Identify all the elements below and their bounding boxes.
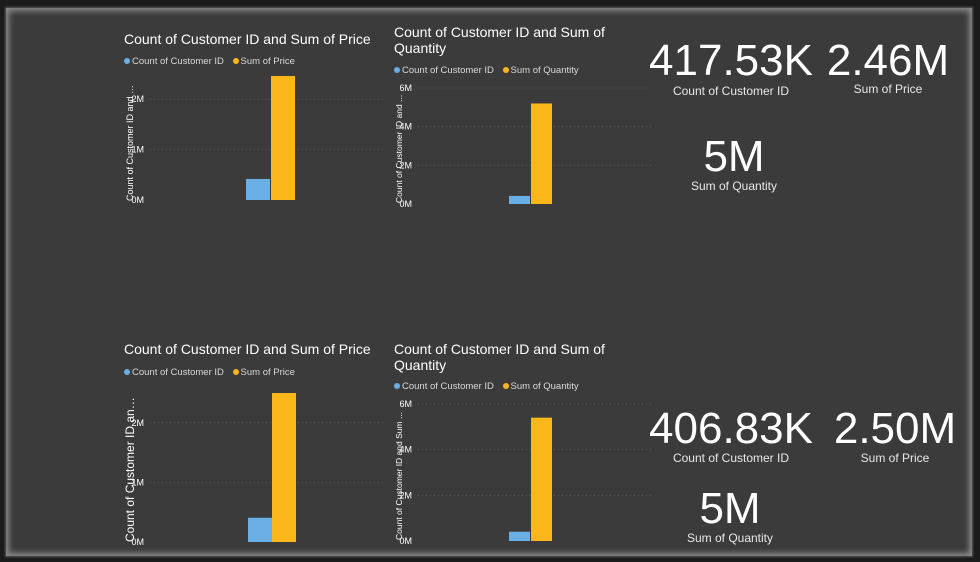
bar-sum [271,76,295,200]
bar-sum [272,393,296,542]
plot-area: 0M 2M 4M 6M [399,399,654,546]
legend-dot-count [124,369,130,375]
legend-dot-sum [232,369,239,375]
card-count-customer-id-label-top: Count of Customer ID [672,84,790,98]
chart-title: Count of Customer ID and Sum of Quantity [394,341,605,373]
plot-area: 0M 1M 2M [131,76,386,205]
legend-item-count[interactable]: Count of Customer ID [124,367,224,378]
legend-item-sum[interactable]: Sum of Price [232,56,295,67]
y-tick-label: 0M [131,537,144,547]
chart-legend[interactable]: Count of Customer ID Sum of Quantity [394,65,585,76]
chart-legend[interactable]: Count of Customer ID Sum of Price [124,56,301,67]
legend-label: Sum of Quantity [510,65,579,76]
legend-label: Sum of Quantity [510,381,579,392]
legend-label: Count of Customer ID [402,381,494,392]
card-sum-price-label-bottom: Sum of Price [860,451,930,465]
card-count-customer-id-label-bottom: Count of Customer ID [672,451,790,465]
bar-count-customer-id [246,178,270,200]
bar-count-customer-id [248,517,272,542]
card-sum-price-top[interactable]: 2.46M [826,36,950,85]
card-sum-price-label-top: Sum of Price [853,82,923,96]
legend-dot-sum [502,383,509,389]
y-tick-label: 2M [399,160,412,170]
y-tick-label: 6M [399,399,412,409]
legend-dot-sum [502,67,509,73]
bar-count-customer-id [509,195,530,204]
legend-item-count[interactable]: Count of Customer ID [124,56,224,67]
y-tick-label: 1M [131,477,144,487]
legend-label: Count of Customer ID [402,65,494,76]
y-tick-label: 0M [131,195,144,205]
legend-dot-sum [232,58,239,64]
card-sum-quantity-top[interactable]: 5M [703,132,765,181]
legend-label: Sum of Price [240,56,295,67]
card-count-customer-id-top[interactable]: 417.53K [649,36,813,85]
clustered-bar-chart-quantity-top[interactable]: Count of Customer ID and Sum of Quantity… [386,8,654,209]
chart-title: Count of Customer ID and Sum of Price [124,341,371,357]
card-sum-quantity-label-top: Sum of Quantity [690,179,778,193]
report-canvas: Count of Customer ID and Sum of Price Co… [6,8,972,556]
y-tick-label: 2M [131,418,144,428]
y-tick-label: 2M [131,94,144,104]
legend-item-count[interactable]: Count of Customer ID [394,381,494,392]
legend-label: Count of Customer ID [132,367,224,378]
y-tick-label: 6M [399,83,412,93]
card-count-customer-id-bottom[interactable]: 406.83K [649,404,813,453]
clustered-bar-chart-price-top[interactable]: Count of Customer ID and Sum of Price Co… [6,8,386,208]
bar-sum [531,417,552,541]
card-sum-price-bottom[interactable]: 2.50M [833,404,957,453]
legend-dot-count [394,67,400,73]
bar-count-customer-id [509,531,530,541]
legend-item-sum[interactable]: Sum of Quantity [502,381,579,392]
legend-label: Sum of Price [240,367,295,378]
chart-title: Count of Customer ID and Sum of Quantity [394,24,605,56]
plot-area: 0M 1M 2M [131,393,386,547]
legend-item-count[interactable]: Count of Customer ID [394,65,494,76]
card-sum-quantity-bottom[interactable]: 5M [699,484,761,533]
legend-dot-count [394,383,400,389]
card-sum-quantity-label-bottom: Sum of Quantity [686,531,774,545]
clustered-bar-chart-quantity-bottom[interactable]: Count of Customer ID and Sum of Quantity… [386,328,654,553]
chart-title: Count of Customer ID and Sum of Price [124,31,371,47]
y-tick-label: 2M [399,490,412,500]
y-tick-label: 0M [399,199,412,209]
y-tick-label: 4M [399,445,412,455]
plot-area: 0M 2M 4M 6M [399,83,654,209]
legend-item-sum[interactable]: Sum of Quantity [502,65,579,76]
legend-dot-count [124,58,130,64]
chart-legend[interactable]: Count of Customer ID Sum of Quantity [394,381,585,392]
clustered-bar-chart-price-bottom[interactable]: Count of Customer ID and Sum of Price Co… [6,328,386,553]
bar-sum [531,103,552,204]
legend-item-sum[interactable]: Sum of Price [232,367,295,378]
y-tick-label: 4M [399,122,412,132]
chart-legend[interactable]: Count of Customer ID Sum of Price [124,367,301,378]
y-tick-label: 1M [131,145,144,155]
legend-label: Count of Customer ID [132,56,224,67]
y-tick-label: 0M [399,536,412,546]
